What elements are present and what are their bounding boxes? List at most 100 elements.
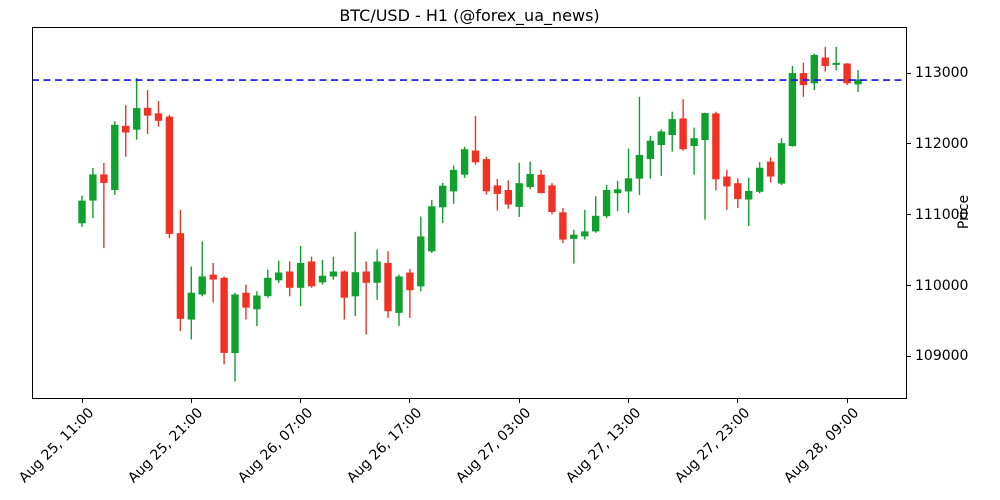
x-tick-mark <box>846 399 848 403</box>
candle-body <box>460 149 469 175</box>
candle-body <box>592 215 600 232</box>
candle-body <box>832 62 840 65</box>
plot-area <box>32 27 907 399</box>
candle-body <box>745 191 753 200</box>
candle-body <box>351 272 359 297</box>
candle-body <box>712 113 720 180</box>
y-tick-mark <box>907 72 911 74</box>
candle-body <box>766 161 775 177</box>
y-tick-label: 113000 <box>915 65 969 82</box>
x-tick-mark <box>628 399 629 403</box>
candle-body <box>187 292 195 320</box>
candle-body <box>253 295 261 310</box>
candle-body <box>264 277 272 297</box>
candle-body <box>220 277 228 353</box>
y-tick-mark <box>907 143 911 145</box>
x-tick-label: Aug 27, 13:00 <box>562 405 644 487</box>
candle-body <box>570 234 578 239</box>
candle-body <box>756 167 764 192</box>
candle-body <box>449 169 458 192</box>
candle-body <box>602 190 611 217</box>
candle-body <box>296 263 305 288</box>
y-tick-label: 112000 <box>915 135 969 152</box>
candle-body <box>362 271 370 283</box>
candle-body <box>635 154 644 179</box>
candle-body <box>810 55 818 84</box>
candle-body <box>395 276 403 313</box>
x-tick-label: Aug 26, 17:00 <box>343 405 426 487</box>
candle-body <box>788 73 797 147</box>
candle-body <box>78 200 86 224</box>
candle-body <box>133 108 141 130</box>
candle-body <box>89 174 97 201</box>
x-tick-label: Aug 28, 09:00 <box>781 405 863 487</box>
y-tick-label: 110000 <box>915 277 969 294</box>
candle-body <box>537 174 545 194</box>
y-tick-mark <box>907 285 911 287</box>
candlestick-chart <box>32 27 907 399</box>
y-axis-label: Price <box>956 194 972 230</box>
candle-body <box>821 57 829 66</box>
x-tick-label: Aug 27, 23:00 <box>671 405 754 487</box>
candle-body <box>504 190 512 205</box>
x-tick-mark <box>409 399 411 403</box>
candle-body <box>176 233 185 319</box>
candle-body <box>548 185 556 212</box>
candle-body <box>111 124 119 190</box>
candle-body <box>624 178 633 192</box>
candle-body <box>439 185 447 208</box>
candle-body <box>493 185 501 194</box>
candle-body <box>799 73 808 86</box>
candle-body <box>854 79 862 85</box>
candle-body <box>777 143 786 184</box>
candle-body <box>384 263 392 312</box>
candle-body <box>165 116 174 234</box>
x-tick-mark <box>300 399 302 403</box>
candle-body <box>482 159 491 192</box>
candle-body <box>428 206 436 252</box>
x-tick-mark <box>737 399 739 403</box>
candle-body <box>515 183 523 207</box>
candle-body <box>406 272 414 291</box>
candle-body <box>154 113 163 121</box>
candle-body <box>723 176 731 187</box>
candle-body <box>559 212 567 240</box>
candle-body <box>242 292 250 308</box>
candle-body <box>668 119 676 135</box>
candle-body <box>734 183 742 200</box>
candle-body <box>318 275 327 283</box>
plot-border <box>32 27 907 399</box>
candle-body <box>143 107 152 116</box>
y-tick-mark <box>907 355 911 357</box>
candle-body <box>613 189 622 194</box>
candle-body <box>657 131 665 145</box>
x-tick-mark <box>190 399 192 403</box>
x-tick-label: Aug 26, 07:00 <box>234 405 316 487</box>
candle-body <box>329 271 338 277</box>
x-tick-mark <box>518 399 520 403</box>
candle-body <box>690 138 698 146</box>
x-tick-label: Aug 25, 21:00 <box>125 405 207 487</box>
candle-body <box>198 276 206 295</box>
x-tick-label: Aug 25, 11:00 <box>16 405 98 487</box>
y-tick-label: 111000 <box>915 206 969 223</box>
y-tick-mark <box>907 214 911 216</box>
y-tick-label: 109000 <box>915 348 969 365</box>
candle-body <box>231 294 239 353</box>
candle-body <box>526 174 534 188</box>
candle-body <box>100 174 108 183</box>
x-tick-mark <box>81 399 83 403</box>
candle-body <box>307 261 316 287</box>
candle-body <box>417 236 425 287</box>
chart-title: BTC/USD - H1 (@forex_ua_news) <box>339 6 600 25</box>
candle-body <box>843 63 851 84</box>
candle-body <box>275 272 283 281</box>
candle-body <box>340 271 348 298</box>
candle-body <box>701 113 709 140</box>
candle-body <box>471 150 480 163</box>
candle-body <box>373 261 381 283</box>
candle-body <box>581 231 589 237</box>
candle-body <box>679 118 687 150</box>
x-tick-label: Aug 27, 03:00 <box>453 405 535 487</box>
